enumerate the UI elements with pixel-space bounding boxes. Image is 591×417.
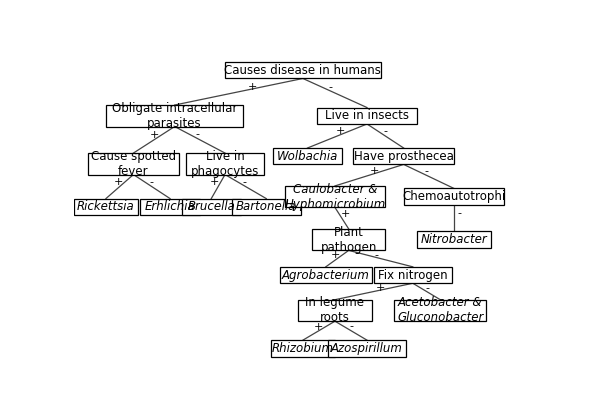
FancyBboxPatch shape [280,267,372,283]
FancyBboxPatch shape [232,198,301,215]
FancyBboxPatch shape [181,198,241,215]
Text: +: + [375,283,385,293]
Text: Wolbachia: Wolbachia [277,150,338,163]
Text: Agrobacterium: Agrobacterium [282,269,370,281]
Text: Azospirillum: Azospirillum [331,342,403,355]
Text: Acetobacter &
Gluconobacter: Acetobacter & Gluconobacter [397,296,483,324]
FancyBboxPatch shape [74,198,138,215]
Text: Live in insects: Live in insects [325,109,409,122]
Text: Bartonella: Bartonella [236,200,297,213]
Text: +: + [330,250,340,260]
Text: +: + [113,177,123,187]
Text: +: + [369,166,379,176]
FancyBboxPatch shape [271,340,335,357]
Text: -: - [329,83,333,93]
Text: -: - [196,130,200,140]
Text: Fix nitrogen: Fix nitrogen [378,269,447,281]
Text: +: + [150,130,160,140]
Text: -: - [150,177,154,187]
FancyBboxPatch shape [87,153,179,175]
Text: +: + [248,81,257,91]
Text: -: - [457,208,462,218]
FancyBboxPatch shape [186,153,264,175]
Text: Brucella: Brucella [187,200,235,213]
Text: +: + [314,322,323,332]
Text: -: - [243,177,247,187]
FancyBboxPatch shape [317,108,417,124]
Text: +: + [336,126,345,136]
Text: Chemoautotrophi: Chemoautotrophi [402,190,506,203]
FancyBboxPatch shape [417,231,491,248]
Text: +: + [210,177,219,187]
Text: Cause spotted
fever: Cause spotted fever [91,150,176,178]
Text: Live in
phagocytes: Live in phagocytes [191,150,259,178]
FancyBboxPatch shape [225,62,381,78]
FancyBboxPatch shape [395,300,486,321]
Text: -: - [375,250,379,260]
FancyBboxPatch shape [328,340,406,357]
FancyBboxPatch shape [374,267,452,283]
FancyBboxPatch shape [353,148,454,164]
Text: Rhizobium: Rhizobium [272,342,334,355]
Text: Rickettsia: Rickettsia [77,200,135,213]
FancyBboxPatch shape [273,148,342,164]
Text: Obligate intracellular
parasites: Obligate intracellular parasites [112,102,238,130]
Text: In legume
roots: In legume roots [306,296,365,324]
Text: Caulobacter &
Hyphomicrobium: Caulobacter & Hyphomicrobium [284,183,385,211]
Text: Plant
pathogen: Plant pathogen [320,226,377,254]
FancyBboxPatch shape [106,105,243,126]
Text: -: - [426,283,430,293]
Text: Causes disease in humans: Causes disease in humans [225,64,381,77]
Text: Nitrobacter: Nitrobacter [421,233,488,246]
Text: -: - [350,322,353,332]
FancyBboxPatch shape [284,186,385,207]
FancyBboxPatch shape [404,188,504,205]
Text: +: + [340,208,350,219]
FancyBboxPatch shape [140,198,200,215]
Text: -: - [384,126,387,136]
FancyBboxPatch shape [298,300,372,321]
Text: -: - [425,166,429,176]
Text: Erhlichia: Erhlichia [145,200,196,213]
FancyBboxPatch shape [312,229,385,250]
Text: Have prosthecea: Have prosthecea [354,150,453,163]
